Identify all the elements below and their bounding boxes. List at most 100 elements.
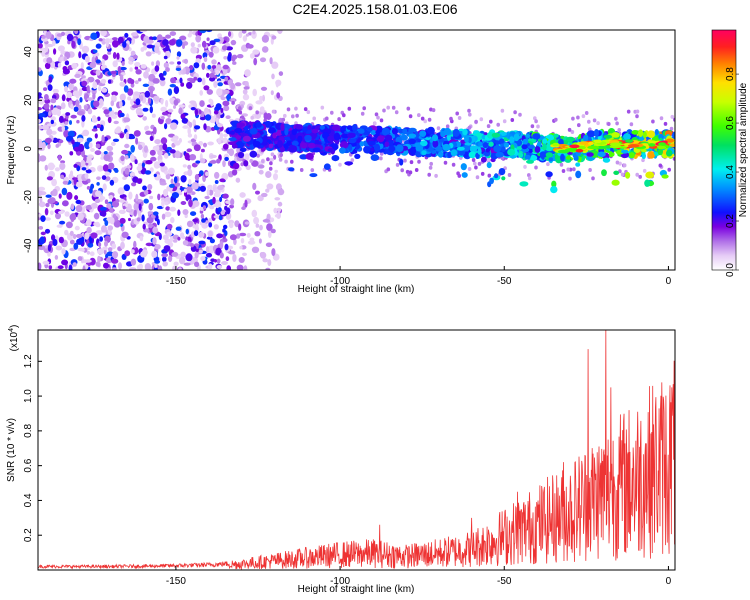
spectrogram-cell — [48, 76, 53, 83]
spectrogram-cell — [375, 130, 381, 135]
spectrogram-cell — [143, 198, 149, 204]
spectrogram-cell — [561, 169, 566, 173]
spectrogram-cell — [391, 128, 398, 135]
spectrogram-cell — [530, 124, 535, 129]
spectrogram-cell — [63, 56, 67, 62]
colorbar-tick-label: 0.2 — [725, 214, 736, 228]
spectrogram-cell — [596, 121, 600, 126]
spectrogram-cell — [272, 132, 277, 139]
spectrogram-cell — [38, 125, 43, 130]
spectrogram-cell — [106, 203, 112, 209]
spectrogram-cell — [159, 181, 167, 186]
spectrogram-cell — [166, 231, 173, 237]
spectrogram-cell — [153, 211, 159, 216]
spectrogram-cell — [450, 149, 458, 157]
spectrogram-cell — [665, 138, 675, 143]
spectrogram-cell — [61, 187, 68, 196]
spectrogram-cell — [95, 43, 102, 49]
spectrogram-cell — [53, 48, 57, 55]
spectrogram-y-tick-label: -20 — [23, 190, 34, 205]
spectrogram-cell — [567, 127, 572, 132]
spectrogram-cell — [119, 81, 126, 87]
spectrogram-cell — [106, 251, 114, 257]
spectrogram-cell — [312, 116, 317, 121]
spectrogram-cell — [95, 59, 101, 64]
spectrogram-cell — [644, 179, 651, 187]
spectrogram-cell — [231, 144, 238, 149]
spectrogram-cell — [154, 244, 161, 250]
spectrogram-cell — [209, 160, 217, 164]
colorbar-tick-label: 0.6 — [725, 116, 736, 130]
spectrogram-cell — [92, 81, 98, 90]
spectrogram-cell — [445, 124, 450, 129]
spectrogram-cell — [111, 243, 117, 250]
spectrogram-cell — [255, 100, 263, 105]
spectrogram-cell — [491, 132, 501, 138]
spectrogram-cell — [133, 202, 139, 211]
spectrogram-cell — [182, 240, 189, 246]
spectrogram-cell — [262, 94, 265, 102]
spectrogram-y-tick-label: 0 — [23, 146, 34, 152]
spectrogram-cell — [208, 230, 213, 238]
spectrogram-cell — [166, 223, 173, 230]
spectrogram-cell — [551, 180, 557, 188]
spectrogram-cell — [594, 129, 599, 137]
spectrogram-cell — [265, 267, 271, 270]
spectrogram-cell — [47, 244, 52, 252]
spectrogram-cell — [50, 116, 56, 121]
spectrogram-cell — [70, 203, 75, 210]
spectrogram-cell — [417, 159, 421, 164]
spectrogram-y-label: Frequency (Hz) — [6, 116, 17, 185]
spectrogram-cell — [71, 139, 75, 145]
spectrogram-cell — [228, 250, 236, 255]
spectrogram-cell — [266, 157, 270, 162]
spectrogram-cell — [239, 245, 243, 250]
spectrogram-cell — [225, 46, 233, 51]
spectrogram-cell — [177, 209, 181, 216]
spectrogram-cell — [658, 142, 666, 146]
spectrogram-cell — [130, 258, 137, 266]
spectrogram-cell — [208, 98, 213, 104]
spectrogram-cell — [436, 126, 441, 131]
spectrogram-cell — [386, 105, 391, 110]
colorbar-frame — [711, 29, 737, 271]
spectrogram-cell — [122, 176, 127, 181]
spectrogram-cell — [38, 201, 46, 208]
spectrogram-cell — [133, 240, 137, 249]
spectrogram-cell — [258, 169, 264, 175]
spectrogram-cell — [173, 176, 178, 184]
spectrogram-cell — [108, 107, 113, 112]
spectrogram-cell — [194, 251, 199, 259]
spectrogram-cell — [102, 246, 108, 251]
spectrogram-cell — [140, 251, 148, 258]
spectrogram-cell — [72, 262, 77, 267]
spectrogram-cell — [101, 58, 105, 66]
spectrogram-cell — [666, 149, 673, 157]
spectrogram-cell — [642, 131, 647, 139]
snr-y-tick-label: 1.0 — [23, 389, 34, 403]
spectrogram-cell — [240, 162, 244, 167]
spectrogram-cell — [100, 65, 106, 70]
spectrogram-cell — [211, 59, 217, 65]
spectrogram-cell — [244, 69, 251, 77]
spectrogram-cell — [48, 197, 56, 204]
spectrogram-cell — [222, 228, 226, 233]
spectrogram-cell — [153, 267, 158, 270]
spectrogram-cell — [189, 30, 193, 35]
spectrogram-cell — [559, 162, 564, 167]
spectrogram-cell — [642, 168, 647, 173]
spectrogram-cell — [102, 183, 107, 191]
spectrogram-cell — [283, 123, 291, 130]
spectrogram-cell — [202, 205, 206, 210]
spectrogram-cell — [81, 80, 88, 87]
spectrogram-cell — [200, 256, 206, 262]
spectrogram-cell — [214, 188, 221, 196]
spectrogram-cell — [138, 77, 142, 82]
spectrogram-cell — [295, 124, 304, 130]
spectrogram-cell — [66, 91, 73, 99]
spectrogram-cell — [157, 150, 163, 156]
spectrogram-cell — [195, 160, 201, 164]
spectrogram-cell — [45, 202, 50, 208]
spectrogram-cell — [52, 188, 58, 197]
spectrogram-cell — [240, 237, 245, 244]
